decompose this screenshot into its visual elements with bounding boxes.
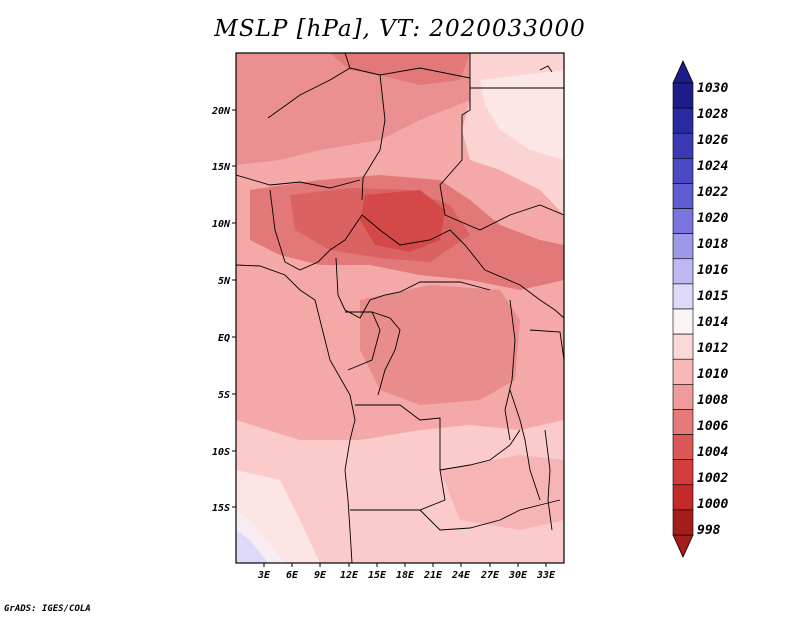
coastline-west	[236, 264, 356, 563]
colorbar-top-arrow	[672, 60, 694, 84]
colorbar-label: 1008	[697, 393, 728, 408]
colorbar-label: 1012	[697, 341, 728, 356]
border-niger-chad	[349, 67, 386, 201]
lon-label: 18E	[396, 570, 415, 581]
lake-tanganyika	[509, 389, 541, 501]
border-niger-nigeria	[236, 174, 361, 189]
lon-label: 3E	[257, 570, 271, 581]
lon-label: 15E	[368, 570, 387, 581]
field-north-1006	[330, 53, 470, 85]
colorbar-label: 1026	[697, 133, 728, 148]
border-cameroon-congo	[335, 257, 491, 319]
field-core-1004	[360, 190, 445, 252]
colorbar-label: 1030	[697, 81, 728, 96]
colorbar-label: 1000	[697, 497, 728, 512]
colorbar-label: 1014	[697, 315, 728, 330]
colorbar-label: 1002	[697, 471, 728, 486]
lat-label: 10N	[212, 219, 231, 230]
colorbar-bottom-arrow	[672, 534, 694, 558]
colorbar-swatch	[672, 107, 694, 134]
lat-label: 15S	[212, 503, 230, 514]
lon-label: 21E	[423, 570, 443, 581]
colorbar-swatch	[672, 258, 694, 285]
colorbar-swatch	[672, 434, 694, 460]
field-south-1012	[236, 420, 564, 563]
border-algeria-niger	[267, 53, 351, 119]
latitude-axis: 20N 15N 10N 5N EQ 5S 10S 15S	[211, 106, 236, 514]
border-uganda-kenya	[519, 284, 564, 319]
lat-label: 20N	[211, 106, 231, 117]
lon-label: 30E	[508, 570, 528, 581]
border-nigeria-cameroon	[269, 189, 363, 271]
lat-label: 10S	[212, 447, 230, 458]
colorbar-swatch	[672, 208, 694, 234]
colorbar-swatch	[672, 308, 694, 335]
border-drc-angola	[350, 404, 446, 511]
colorbar-label: 1024	[697, 159, 728, 174]
border-car-sudan	[361, 214, 521, 286]
field-se-1010	[440, 455, 564, 530]
colorbar-labels: 1030 1028 1026 1024 1022 1020 1018 1016 1015 1014…	[697, 81, 728, 538]
grads-credit: GrADS: IGES/COLA	[4, 604, 91, 614]
lon-label: 12E	[340, 570, 359, 581]
lat-label: 15N	[212, 162, 231, 173]
border-sudan-south	[444, 204, 564, 231]
lat-label: 5S	[218, 390, 230, 401]
colorbar-swatch	[672, 509, 694, 536]
colorbar-swatch	[672, 384, 694, 410]
colorbar-swatch	[672, 459, 694, 486]
colorbar-swatch	[672, 358, 694, 385]
colorbar-label: 1004	[697, 445, 728, 460]
lon-label: 33E	[536, 570, 556, 581]
field-ne-1014	[480, 70, 564, 160]
lon-label: 27E	[480, 570, 500, 581]
boundaries	[236, 53, 564, 563]
colorbar-swatch	[672, 233, 694, 260]
colorbar-label: 1018	[697, 237, 728, 252]
border-gabon	[345, 311, 381, 371]
chart-title: MSLP [hPa], VT: 2020033000	[214, 16, 586, 42]
colorbar-swatches	[672, 82, 694, 536]
colorbar-label: 1015	[697, 289, 728, 304]
lon-label: 6E	[286, 570, 299, 581]
colorbar-label: 1020	[697, 211, 728, 226]
pressure-field	[236, 53, 564, 563]
colorbar-swatch	[672, 409, 694, 435]
border-drc-east	[504, 299, 516, 441]
border-zambia-zimbabwe	[419, 499, 561, 531]
lon-label: 9E	[314, 570, 327, 581]
colorbar: 1030 1028 1026 1024 1022 1020 1018 1016 1015 1014…	[672, 60, 728, 558]
lake-victoria	[529, 329, 564, 361]
longitude-axis: 3E 6E 9E 12E 15E 18E 21E 24E 27E 30E 33E	[257, 563, 556, 581]
sinai-coast	[539, 65, 553, 73]
lat-label: 5N	[218, 276, 231, 287]
colorbar-swatch	[672, 283, 694, 310]
colorbar-swatch	[672, 484, 694, 511]
colorbar-label: 1006	[697, 419, 728, 434]
map-frame	[235, 52, 565, 564]
field-congo-1008	[360, 285, 520, 405]
colorbar-swatch	[672, 183, 694, 209]
colorbar-label: 1016	[697, 263, 728, 278]
lat-label: EQ	[218, 333, 230, 344]
field-sw-1016	[236, 530, 268, 563]
colorbar-label: 1028	[697, 107, 728, 122]
border-chad-libya-sudan	[379, 67, 471, 216]
colorbar-swatch	[672, 158, 694, 184]
colorbar-swatch	[672, 132, 694, 159]
border-drc-zambia	[439, 429, 521, 471]
colorbar-label: 1010	[697, 367, 728, 382]
lake-malawi	[544, 429, 553, 531]
colorbar-label: 1022	[697, 185, 728, 200]
border-congo-drc	[371, 311, 401, 396]
colorbar-label: 998	[697, 523, 721, 538]
colorbar-swatch	[672, 82, 694, 109]
lon-label: 24E	[451, 570, 471, 581]
colorbar-swatch	[672, 333, 694, 360]
